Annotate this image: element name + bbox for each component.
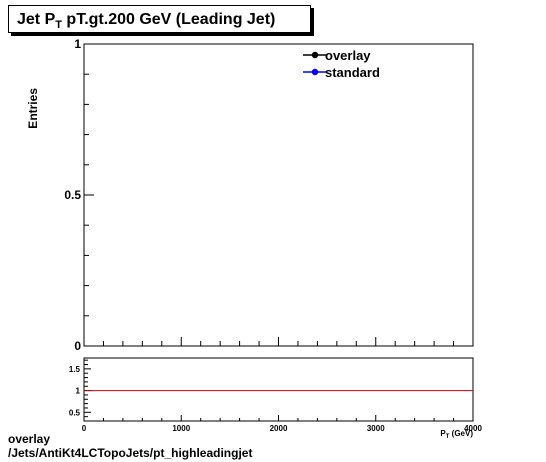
ratio-y-tick-label: 1	[76, 387, 81, 396]
ratio-x-tick-label: 4000	[464, 424, 482, 433]
ratio-y-tick-label: 1.5	[69, 365, 81, 374]
legend-marker-overlay	[311, 51, 319, 59]
ratio-x-tick-label: 2000	[270, 424, 288, 433]
ratio-y-tick-label: 0.5	[69, 408, 81, 417]
main-y-tick-label: 0	[74, 339, 81, 353]
ratio-x-tick-label: 0	[82, 424, 87, 433]
ratio-x-tick-label: 3000	[367, 424, 385, 433]
footer-overlay-label: overlay	[8, 432, 51, 446]
x-axis-label: PT (GeV)	[440, 429, 473, 440]
main-y-tick-label: 1	[74, 37, 81, 51]
chart-title: Jet PT pT.gt.200 GeV (Leading Jet)	[8, 5, 311, 33]
footer-histogram-path: /Jets/AntiKt4LCTopoJets/pt_highleadingje…	[8, 446, 253, 460]
legend-label-overlay: overlay	[325, 48, 371, 63]
legend-label-standard: standard	[325, 65, 380, 80]
main-y-tick-label: 0.5	[64, 188, 81, 202]
ratio-plot-frame	[83, 357, 474, 422]
y-axis-label: Entries	[26, 88, 40, 129]
ratio-x-tick-label: 1000	[172, 424, 190, 433]
main-plot-frame	[83, 43, 474, 347]
legend-marker-standard	[311, 68, 319, 76]
